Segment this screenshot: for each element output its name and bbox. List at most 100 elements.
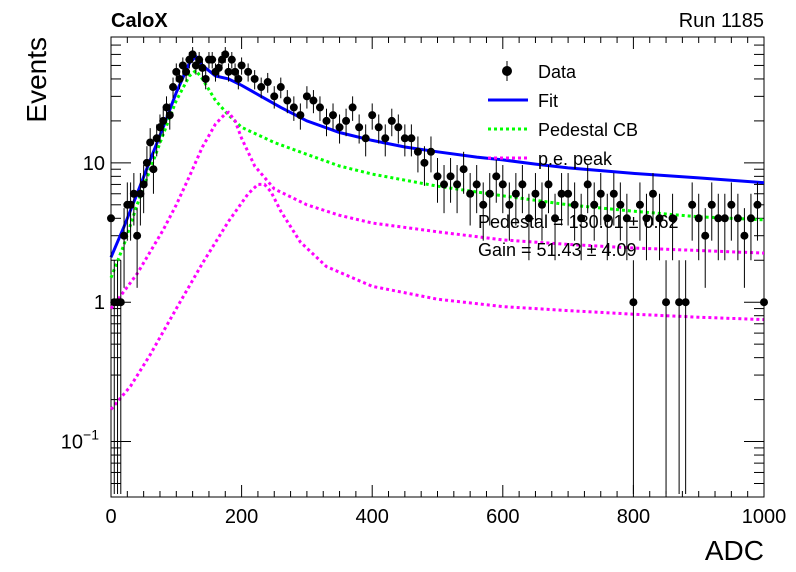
data-point [368,111,377,120]
data-point [201,74,210,83]
data-point [244,67,253,76]
data-point [596,189,605,198]
data-point [361,134,370,143]
data-point [227,55,236,64]
data-point [276,83,285,92]
data-point [485,189,494,198]
data-point [577,214,586,223]
data-point [270,92,279,101]
data-point [178,61,187,70]
pe2-curve [109,182,765,411]
data-point [642,214,651,223]
data-point [342,116,351,125]
data-point [603,214,612,223]
data-point [707,200,716,209]
x-tick-label: 400 [356,506,389,528]
data-point [472,180,481,189]
pe-curve [109,110,765,310]
data-point [505,200,514,209]
data-point [155,123,164,132]
data-point [188,50,197,59]
experiment-label: CaloX [111,10,168,32]
legend-label: Pedestal CB [538,120,638,140]
data-point [182,67,191,76]
data-point [289,103,298,112]
data-point [224,67,233,76]
data-point [714,214,723,223]
data-point [116,298,125,307]
data-point [159,116,168,125]
data-point [492,172,501,181]
data-point [616,200,625,209]
data-point [720,214,729,223]
data-point [231,67,240,76]
data-point [400,134,409,143]
y-tick-label: 1 [94,292,105,314]
data-point [537,200,546,209]
data-point [609,189,618,198]
data-point [570,200,579,209]
y-tick-label: 10−1 [61,427,99,454]
data-point [688,200,697,209]
data-point [107,214,115,223]
data-point [394,123,403,132]
data-point [746,214,755,223]
data-point [309,96,318,105]
data-point [234,74,243,83]
data-point [296,111,305,120]
data-point [662,298,671,307]
legend-label: Data [538,62,577,82]
data-point [590,200,599,209]
data-point [120,231,129,240]
data-point [335,123,344,132]
data-point [152,134,161,143]
x-tick-label: 0 [105,506,116,528]
data-point [479,200,488,209]
data-point [355,123,364,132]
data-point [753,200,762,209]
data-point [564,189,573,198]
data-point [622,214,631,223]
data-point [420,158,429,167]
legend-data-marker [502,66,512,76]
data-point [142,158,151,167]
data-point [648,189,657,198]
data-point [675,298,684,307]
data-point [237,61,246,70]
data-point [322,116,331,125]
data-point [760,298,768,307]
data-point [459,165,468,174]
run-label: Run 1185 [679,10,764,32]
fit-annotation: Gain = 51.43 ± 4.09 [478,240,637,260]
data-point [221,50,230,59]
data-point [668,214,677,223]
legend-label: p.e. peak [538,149,613,169]
data-point [701,231,710,240]
x-tick-label: 800 [617,506,650,528]
data-point [302,92,311,101]
data-point [466,189,475,198]
data-point [407,134,416,143]
data-point [146,138,155,147]
data-point [136,189,145,198]
data-point [139,180,148,189]
data-point [129,189,138,198]
data-point [162,103,171,112]
data-point [524,214,533,223]
data-point [169,83,178,92]
data-point [149,165,158,174]
data-point [498,180,507,189]
legend-label: Fit [538,91,558,111]
data-point [740,231,749,240]
data-point [283,96,292,105]
data-point [733,214,742,223]
data-point [551,214,560,223]
legend: Data Fit Pedestal CB p.e. peak [488,61,638,169]
data-point [727,200,736,209]
data-point [629,298,638,307]
data-point [544,180,553,189]
data-point [195,55,204,64]
data-point [531,189,540,198]
data-point [329,111,338,120]
data-point [214,63,223,72]
